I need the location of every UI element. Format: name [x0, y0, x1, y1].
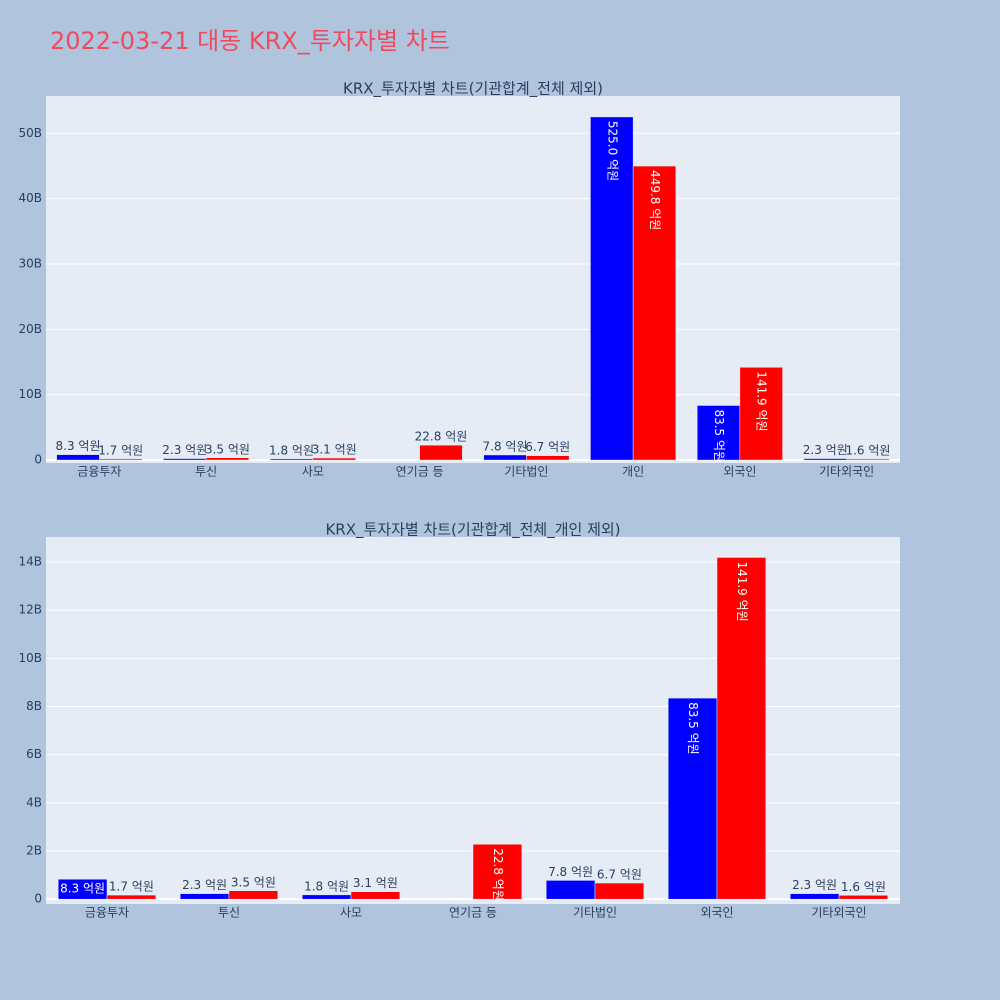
value-label: 8.3 억원 [56, 439, 101, 453]
x-tick-label: 연기금 등 [396, 465, 444, 479]
value-label: 6.7 억원 [597, 868, 642, 882]
x-tick-label: 개인 [622, 465, 644, 479]
value-label: 2.3 억원 [182, 878, 227, 892]
bar [57, 878, 108, 900]
y-tick-label: 30B [18, 256, 42, 270]
bar [228, 890, 279, 900]
bar [789, 893, 840, 900]
x-tick-label: 기타법인 [573, 906, 617, 920]
value-label: 525.0 억원 [605, 121, 619, 181]
bar [846, 458, 890, 461]
bar [99, 458, 143, 461]
value-label: 1.7 억원 [109, 880, 154, 894]
x-tick-label: 기타외국인 [811, 906, 866, 920]
value-label: 3.5 억원 [205, 442, 250, 456]
value-label: 7.8 억원 [548, 865, 593, 879]
value-label: 2.3 억원 [162, 443, 207, 457]
value-label: 141.9 억원 [755, 371, 769, 431]
x-tick-label: 연기금 등 [449, 906, 497, 920]
x-tick-label: 금융투자 [85, 906, 129, 920]
y-tick-label: 40B [18, 191, 42, 205]
value-label: 8.3 억원 [60, 882, 105, 896]
y-tick-label: 4B [26, 795, 42, 809]
bar [838, 895, 889, 900]
bar [632, 165, 677, 461]
y-tick-label: 6B [26, 747, 42, 761]
bar [163, 458, 207, 461]
x-tick-label: 기타법인 [504, 465, 548, 479]
value-label: 1.6 억원 [845, 444, 890, 458]
value-label: 1.7 억원 [98, 443, 143, 457]
value-label: 6.7 억원 [525, 440, 570, 454]
chart-title: KRX_투자자별 차트(기관합계_전체_개인 제외) [325, 521, 620, 540]
y-tick-label: 12B [18, 603, 42, 617]
x-tick-label: 투신 [195, 465, 217, 479]
bar [205, 457, 250, 461]
y-tick-label: 10B [18, 387, 42, 401]
bar [696, 405, 741, 461]
bar [526, 455, 570, 461]
y-tick-label: 8B [26, 699, 42, 713]
chart-title: KRX_투자자별 차트(기관합계_전체 제외) [343, 80, 603, 99]
x-tick-label: 금융투자 [77, 465, 121, 479]
x-tick-label: 외국인 [723, 465, 756, 479]
x-tick-label: 기타외국인 [819, 465, 874, 479]
value-label: 83.5 억원 [712, 409, 726, 462]
value-label: 3.1 억원 [353, 876, 398, 890]
bar [803, 458, 847, 461]
value-label: 141.9 억원 [735, 561, 749, 621]
bar [483, 454, 527, 461]
value-label: 1.6 억원 [841, 880, 886, 894]
value-label: 2.3 억원 [803, 443, 848, 457]
bar [106, 894, 157, 900]
bar [56, 454, 100, 461]
bar [179, 893, 230, 900]
value-label: 3.1 억원 [312, 443, 357, 457]
y-tick-label: 14B [18, 555, 42, 569]
x-tick-label: 투신 [218, 906, 240, 920]
value-label: 3.5 억원 [231, 875, 276, 889]
value-label: 2.3 억원 [792, 878, 837, 892]
bar [301, 894, 352, 900]
x-tick-label: 사모 [340, 906, 362, 920]
bar [594, 882, 645, 900]
y-tick-label: 0 [34, 453, 42, 467]
bar [312, 457, 356, 461]
value-label: 449.8 억원 [648, 170, 662, 230]
x-tick-label: 외국인 [700, 906, 733, 920]
value-label: 22.8 억원 [491, 848, 505, 901]
y-tick-label: 10B [18, 651, 42, 665]
bar [716, 557, 767, 900]
bar [590, 116, 634, 461]
bar [269, 458, 314, 461]
x-tick-label: 사모 [302, 465, 324, 479]
y-tick-label: 20B [18, 322, 42, 336]
y-tick-label: 0 [34, 892, 42, 906]
bar [472, 844, 523, 900]
value-label: 1.8 억원 [304, 879, 349, 893]
value-label: 1.8 억원 [269, 443, 314, 457]
bar [419, 444, 463, 461]
y-tick-label: 50B [18, 126, 42, 140]
value-label: 83.5 억원 [686, 702, 700, 755]
y-tick-label: 2B [26, 844, 42, 858]
page-title: 2022-03-21 대동 KRX_투자자별 차트 [50, 27, 450, 55]
bar [350, 891, 401, 900]
value-label: 7.8 억원 [483, 439, 528, 453]
bar [545, 880, 596, 900]
value-label: 22.8 억원 [415, 430, 468, 444]
bar [739, 367, 783, 461]
